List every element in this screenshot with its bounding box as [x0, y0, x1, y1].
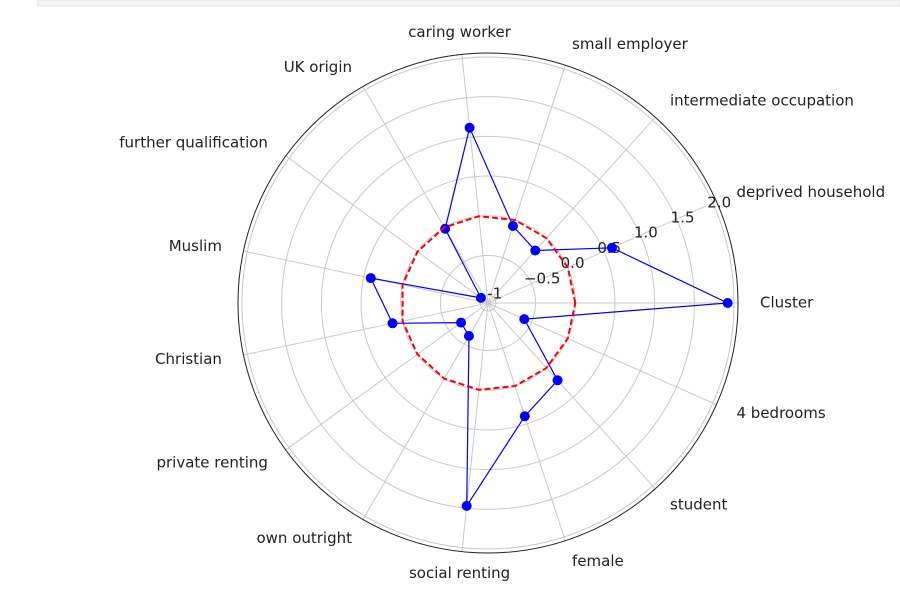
spoke — [285, 155, 489, 304]
series-line — [369, 125, 730, 508]
reference-line — [401, 215, 577, 391]
category-label: further qualification — [119, 134, 268, 152]
spoke — [461, 302, 489, 552]
point — [461, 500, 472, 511]
category-label: 4 bedrooms — [736, 404, 825, 422]
point — [519, 314, 530, 325]
category-label: Muslim — [169, 237, 222, 255]
point — [440, 223, 451, 234]
point — [464, 122, 475, 133]
point — [552, 375, 563, 386]
r-tick-label: 2.0 — [707, 193, 731, 211]
outer-frame — [237, 52, 739, 554]
category-label: small employer — [572, 35, 689, 53]
spoke — [285, 302, 489, 451]
spoke — [487, 200, 717, 304]
r-tick-label: −0.5 — [524, 269, 560, 287]
point — [365, 273, 376, 284]
point — [519, 411, 530, 422]
category-label: intermediate occupation — [670, 91, 854, 109]
category-label: Cluster — [760, 294, 814, 312]
point — [456, 317, 467, 328]
point — [722, 298, 733, 308]
spoke — [461, 54, 489, 304]
r-tick-label: 1.5 — [671, 209, 695, 227]
category-label: private renting — [156, 453, 267, 471]
point — [606, 242, 617, 253]
category-label: student — [670, 496, 727, 514]
spoke — [243, 250, 489, 304]
category-label: deprived household — [736, 183, 885, 201]
point — [530, 245, 541, 256]
spoke — [487, 116, 656, 304]
point — [463, 330, 474, 341]
cell-border — [37, 0, 900, 7]
r-tick-label: 1.0 — [634, 224, 658, 242]
r-tick-label: -1 — [487, 284, 502, 302]
category-label: UK origin — [284, 58, 352, 76]
category-label: caring worker — [408, 23, 512, 41]
category-label: own outright — [256, 529, 352, 547]
point — [387, 318, 398, 329]
spoke — [487, 65, 566, 304]
spoke — [487, 302, 566, 541]
spoke — [487, 302, 656, 490]
category-label: female — [572, 552, 624, 570]
r-tick-label: 0.0 — [561, 254, 585, 272]
spoke — [243, 302, 489, 356]
point — [508, 221, 519, 232]
category-label: social renting — [409, 564, 510, 582]
point — [475, 292, 486, 303]
category-label: Christian — [155, 350, 222, 368]
spoke — [362, 86, 489, 304]
